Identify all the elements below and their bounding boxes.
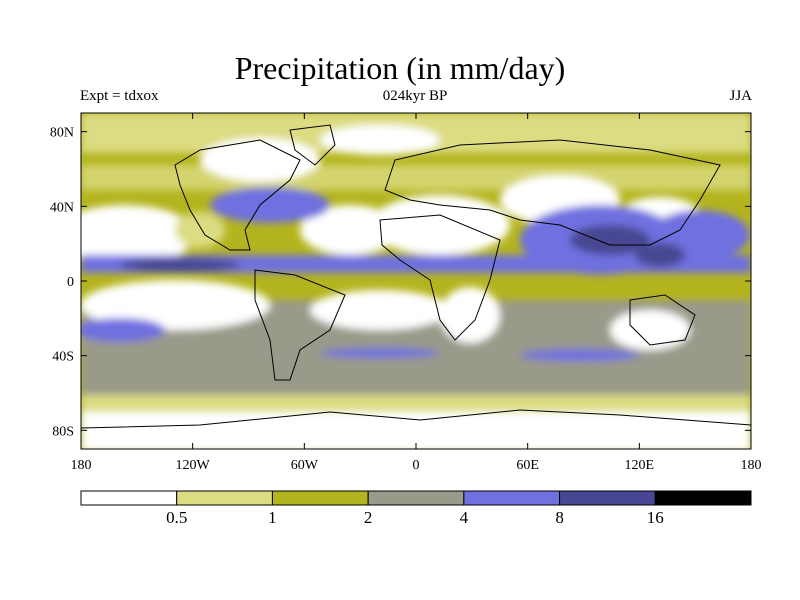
colorbar-swatch <box>559 490 656 506</box>
precipitation-field <box>81 113 751 449</box>
colorbar-label: 0.5 <box>166 508 187 527</box>
lat-tick-label: 80N <box>50 126 74 141</box>
season-label: JJA <box>729 88 752 104</box>
plot-title: Precipitation (in mm/day) <box>234 50 566 86</box>
lon-tick-label: 60E <box>516 458 539 473</box>
colorbar-swatch <box>654 490 752 506</box>
colorbar-label: 4 <box>460 508 469 527</box>
longitude-axis: 180 120W 60W 0 60E 120E 180 <box>71 113 762 473</box>
lat-tick-label: 40S <box>52 350 74 365</box>
colorbar-label: 16 <box>647 508 664 527</box>
lon-tick-label: 180 <box>741 458 762 473</box>
colorbar-swatch <box>271 490 369 506</box>
period-label: 024kyr BP <box>382 88 448 104</box>
colorbar: 0.5 1 2 4 8 16 <box>80 490 752 527</box>
lon-tick-label: 0 <box>413 458 420 473</box>
colorbar-swatch <box>176 490 273 506</box>
lon-tick-label: 120E <box>625 458 655 473</box>
lat-tick-label: 0 <box>67 275 74 290</box>
colorbar-swatch <box>463 490 561 506</box>
colorbar-label: 8 <box>555 508 564 527</box>
colorbar-swatch <box>80 490 178 506</box>
lat-tick-label: 40N <box>50 200 74 215</box>
latitude-axis: 80N 40N 0 40S 80S <box>50 126 751 439</box>
lon-tick-label: 180 <box>71 458 92 473</box>
lon-tick-label: 60W <box>291 458 319 473</box>
lon-tick-label: 120W <box>176 458 211 473</box>
colorbar-label: 1 <box>268 508 277 527</box>
experiment-label: Expt = tdxox <box>80 88 159 104</box>
colorbar-label: 2 <box>364 508 373 527</box>
coastlines <box>81 124 751 429</box>
lat-tick-label: 80S <box>52 424 74 439</box>
colorbar-swatch <box>367 490 465 506</box>
